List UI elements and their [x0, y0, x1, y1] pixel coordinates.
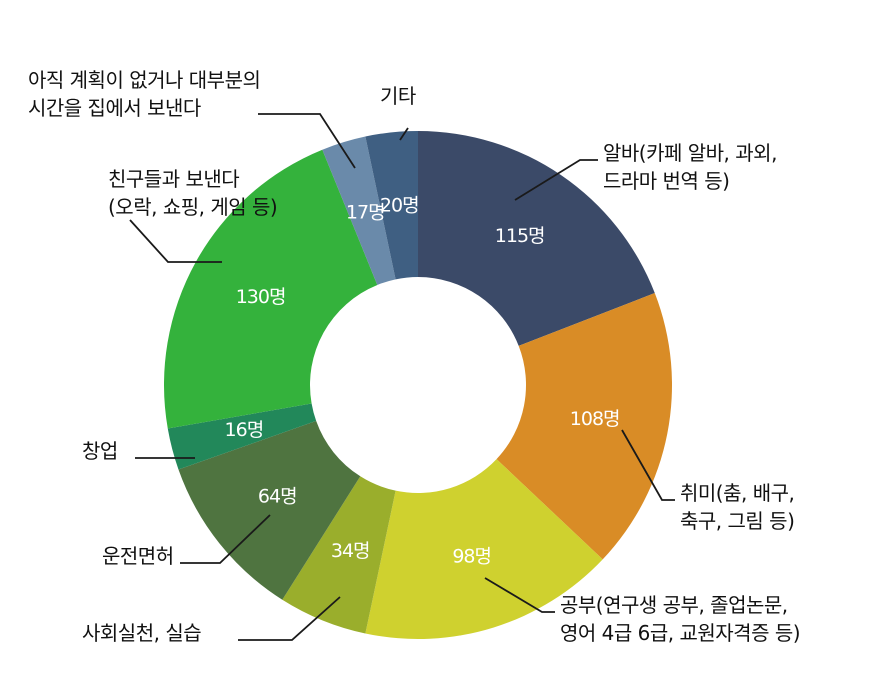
slice-value-label-3: 34명	[331, 540, 370, 562]
category-label-8-line-0: 기타	[380, 84, 416, 108]
slice-value-label-7: 17명	[346, 201, 385, 223]
leader-line-0	[514, 159, 598, 201]
slice-0	[418, 131, 655, 346]
slice-value-label-6: 130명	[236, 286, 286, 308]
category-label-2-line-0: 공부(연구생 공부, 졸업논문,	[560, 593, 788, 617]
category-label-7-line-1: 시간을 집에서 보낸다	[28, 96, 201, 120]
slice-8	[365, 131, 418, 280]
category-label-1: 취미(춤, 배구, 축구, 그림 등)	[680, 481, 794, 533]
slice-value-label-1: 108명	[570, 408, 620, 430]
category-label-6-line-0: 친구들과 보낸다	[108, 167, 239, 191]
leader-line-group	[129, 113, 675, 641]
category-label-4-line-0: 운전면허	[102, 544, 174, 568]
category-label-2-line-1: 영어 4급 6급, 교원자격증 등)	[560, 621, 800, 645]
slice-5	[167, 403, 317, 470]
slice-1	[496, 293, 672, 560]
category-label-3: 사회실천, 실습	[82, 621, 201, 645]
category-label-5-line-0: 창업	[82, 439, 118, 463]
category-label-8: 기타	[380, 84, 416, 108]
leader-line-6	[129, 219, 222, 263]
leader-line-3	[238, 596, 341, 641]
category-label-0-line-1: 드라마 번역 등)	[603, 169, 729, 193]
slice-4	[178, 420, 361, 600]
leader-line-1	[621, 429, 675, 501]
slice-value-label-0: 115명	[495, 225, 545, 247]
leader-line-8	[399, 127, 409, 141]
category-label-0: 알바(카페 알바, 과외, 드라마 번역 등)	[603, 141, 777, 193]
leader-line-7	[258, 113, 356, 169]
leader-line-2	[484, 577, 555, 613]
category-label-1-line-1: 축구, 그림 등)	[680, 509, 794, 533]
leader-line-4	[180, 514, 271, 564]
category-label-4: 운전면허	[102, 544, 174, 568]
slice-6	[164, 149, 378, 429]
category-label-0-line-0: 알바(카페 알바, 과외,	[603, 141, 777, 165]
category-label-7-line-0: 아직 계획이 없거나 대부분의	[28, 68, 260, 92]
slice-value-label-4: 64명	[258, 486, 297, 508]
category-label-group: 알바(카페 알바, 과외, 드라마 번역 등) 취미(춤, 배구, 축구, 그림 등)…	[28, 68, 801, 645]
slice-value-label-2: 98명	[452, 545, 491, 567]
category-label-6: 친구들과 보낸다 (오락, 쇼핑, 게임 등)	[108, 167, 277, 219]
category-label-5: 창업	[82, 439, 118, 463]
category-label-2: 공부(연구생 공부, 졸업논문, 영어 4급 6급, 교원자격증 등)	[560, 593, 800, 645]
slice-value-label-5: 16명	[225, 419, 264, 441]
slice-7	[322, 136, 396, 285]
category-label-3-line-0: 사회실천, 실습	[82, 621, 201, 645]
category-label-6-line-1: (오락, 쇼핑, 게임 등)	[108, 195, 277, 219]
category-label-1-line-0: 취미(춤, 배구,	[680, 481, 794, 505]
slice-2	[365, 459, 603, 639]
slice-group	[164, 131, 672, 639]
slice-3	[282, 476, 396, 634]
slice-value-label-8: 20명	[380, 194, 419, 216]
